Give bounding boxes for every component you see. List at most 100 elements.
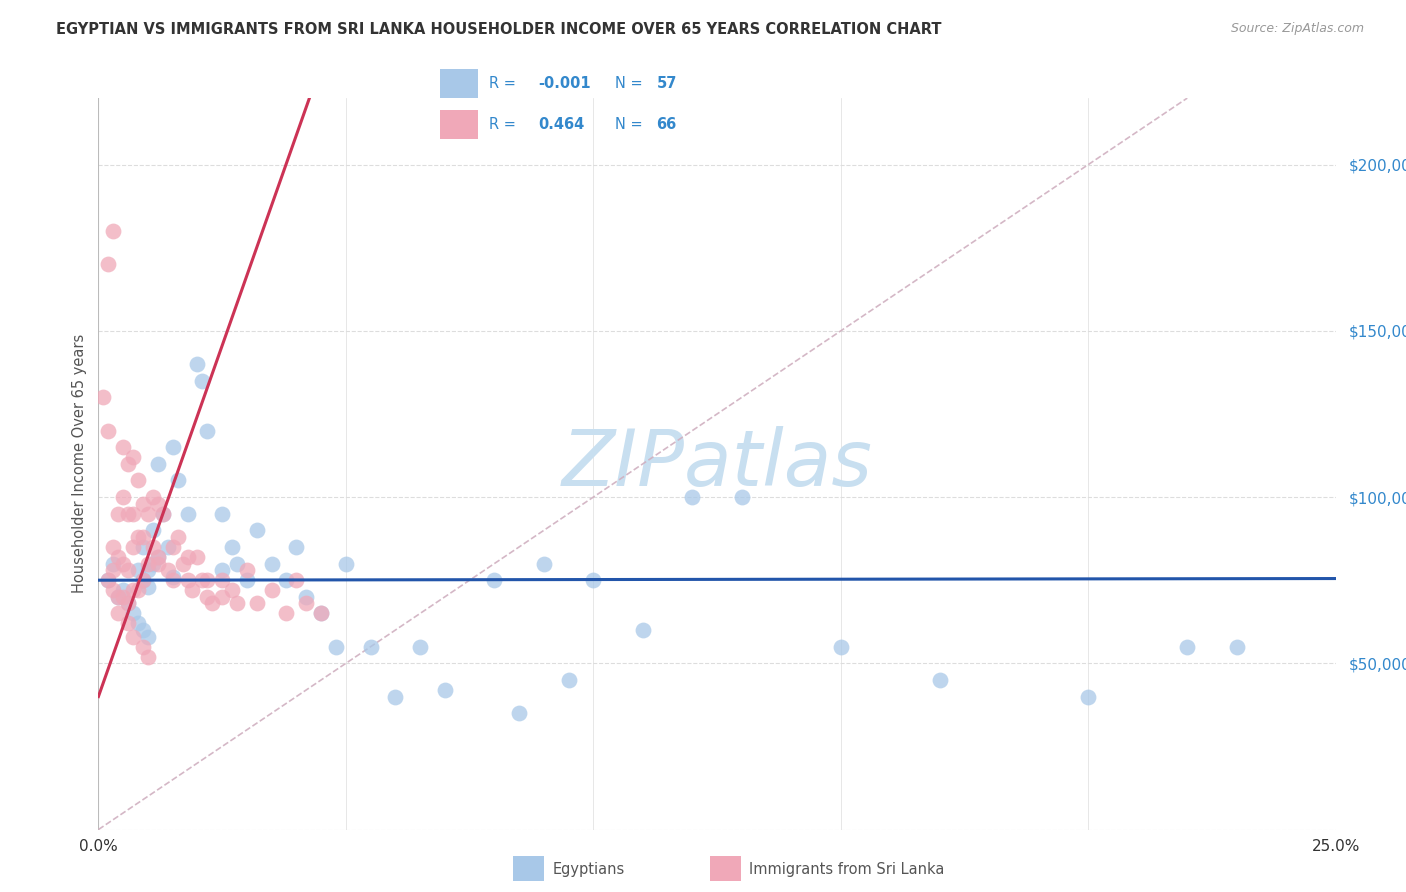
Point xyxy=(103,583,125,598)
Point xyxy=(162,570,184,584)
Point xyxy=(142,540,165,554)
Point xyxy=(211,590,233,604)
Point xyxy=(162,440,184,454)
Point xyxy=(146,457,169,471)
Point xyxy=(156,540,179,554)
Text: EGYPTIAN VS IMMIGRANTS FROM SRI LANKA HOUSEHOLDER INCOME OVER 65 YEARS CORRELATI: EGYPTIAN VS IMMIGRANTS FROM SRI LANKA HO… xyxy=(56,22,942,37)
Point xyxy=(152,507,174,521)
Point xyxy=(142,490,165,504)
Point xyxy=(156,563,179,577)
Text: R =: R = xyxy=(489,117,516,132)
Point xyxy=(107,549,129,564)
Point xyxy=(146,549,169,564)
Point xyxy=(112,590,135,604)
Point xyxy=(309,607,332,621)
Point xyxy=(146,549,169,564)
Point xyxy=(928,673,950,687)
Point xyxy=(107,590,129,604)
Point xyxy=(127,563,149,577)
Point xyxy=(186,549,208,564)
Point xyxy=(260,583,283,598)
Point xyxy=(117,597,139,611)
Point xyxy=(146,497,169,511)
Point xyxy=(152,507,174,521)
Text: 57: 57 xyxy=(657,76,676,91)
Point xyxy=(117,457,139,471)
Point xyxy=(117,563,139,577)
Text: N =: N = xyxy=(616,117,643,132)
Point xyxy=(97,573,120,587)
Point xyxy=(191,573,214,587)
Point xyxy=(176,549,198,564)
Point xyxy=(285,573,308,587)
Point xyxy=(136,507,159,521)
Point xyxy=(285,540,308,554)
Point xyxy=(97,573,120,587)
Point xyxy=(122,630,145,644)
Point xyxy=(176,573,198,587)
Text: R =: R = xyxy=(489,76,516,91)
Point xyxy=(195,573,218,587)
Point xyxy=(132,530,155,544)
Point xyxy=(132,540,155,554)
Point xyxy=(582,573,605,587)
Text: 66: 66 xyxy=(657,117,676,132)
Point xyxy=(97,257,120,271)
Point xyxy=(191,374,214,388)
Point xyxy=(132,623,155,637)
Point xyxy=(127,530,149,544)
Point xyxy=(112,557,135,571)
Point xyxy=(127,583,149,598)
Point xyxy=(221,540,243,554)
Point xyxy=(409,640,432,654)
Point xyxy=(127,616,149,631)
Point xyxy=(221,583,243,598)
Point xyxy=(246,524,269,538)
Point xyxy=(132,640,155,654)
Point xyxy=(162,540,184,554)
Point xyxy=(226,557,249,571)
Point xyxy=(107,590,129,604)
Point xyxy=(176,507,198,521)
Point xyxy=(166,474,188,488)
Point xyxy=(211,573,233,587)
Point xyxy=(681,490,703,504)
Point xyxy=(508,706,530,721)
Point xyxy=(112,583,135,598)
Point xyxy=(103,224,125,238)
Text: 0.464: 0.464 xyxy=(538,117,585,132)
Bar xyxy=(440,70,478,98)
Point xyxy=(122,583,145,598)
Point xyxy=(122,507,145,521)
Point xyxy=(142,557,165,571)
Point xyxy=(201,597,224,611)
Text: ZIPatlas: ZIPatlas xyxy=(561,425,873,502)
Text: Source: ZipAtlas.com: Source: ZipAtlas.com xyxy=(1230,22,1364,36)
Point xyxy=(260,557,283,571)
Point xyxy=(295,590,318,604)
Point xyxy=(136,630,159,644)
Point xyxy=(484,573,506,587)
Point xyxy=(276,573,298,587)
Text: Immigrants from Sri Lanka: Immigrants from Sri Lanka xyxy=(749,863,945,877)
Point xyxy=(93,390,115,404)
Point xyxy=(103,563,125,577)
Point xyxy=(142,524,165,538)
Point xyxy=(360,640,382,654)
Y-axis label: Householder Income Over 65 years: Householder Income Over 65 years xyxy=(72,334,87,593)
Point xyxy=(830,640,852,654)
Point xyxy=(112,440,135,454)
Point xyxy=(136,563,159,577)
Point xyxy=(122,540,145,554)
Point xyxy=(122,607,145,621)
Point xyxy=(127,474,149,488)
Point xyxy=(107,507,129,521)
Point xyxy=(1077,690,1099,704)
Point xyxy=(195,424,218,438)
Point xyxy=(132,497,155,511)
Point xyxy=(103,557,125,571)
Bar xyxy=(440,110,478,139)
Point xyxy=(433,682,456,697)
Point xyxy=(557,673,579,687)
Point xyxy=(186,357,208,371)
